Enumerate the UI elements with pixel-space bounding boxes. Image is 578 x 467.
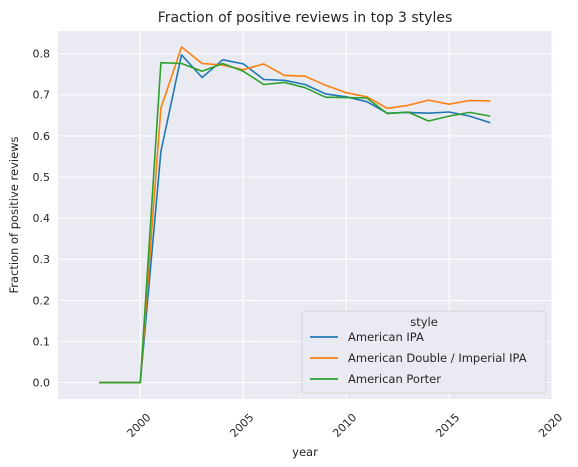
y-tick-label: 0.8 — [33, 48, 51, 61]
legend-label: American Porter — [348, 372, 441, 386]
legend-label: American IPA — [348, 330, 424, 344]
grid-lines — [58, 31, 553, 399]
y-axis-label: Fraction of positive reviews — [7, 136, 21, 293]
y-tick-label: 0.6 — [33, 130, 51, 143]
y-tick-label: 0.5 — [33, 171, 51, 184]
y-tick-label: 0.1 — [33, 335, 51, 348]
series-line-2 — [99, 46, 491, 384]
series-line-1 — [99, 54, 491, 384]
y-tick-label: 0.2 — [33, 294, 51, 307]
legend-label: American Double / Imperial IPA — [348, 351, 527, 365]
x-axis-label: year — [292, 445, 318, 459]
series-line-3 — [99, 61, 491, 384]
series-layer — [99, 46, 491, 384]
legend-box — [301, 310, 547, 394]
legend-title: style — [410, 315, 438, 329]
chart-title: Fraction of positive reviews in top 3 st… — [158, 10, 453, 26]
y-tick-label: 0.4 — [33, 212, 51, 225]
y-tick-label: 0.0 — [33, 377, 51, 390]
y-tick-label: 0.3 — [33, 253, 51, 266]
legend: style American IPA American Double / Impe… — [301, 310, 547, 394]
y-tick-label: 0.7 — [33, 89, 51, 102]
